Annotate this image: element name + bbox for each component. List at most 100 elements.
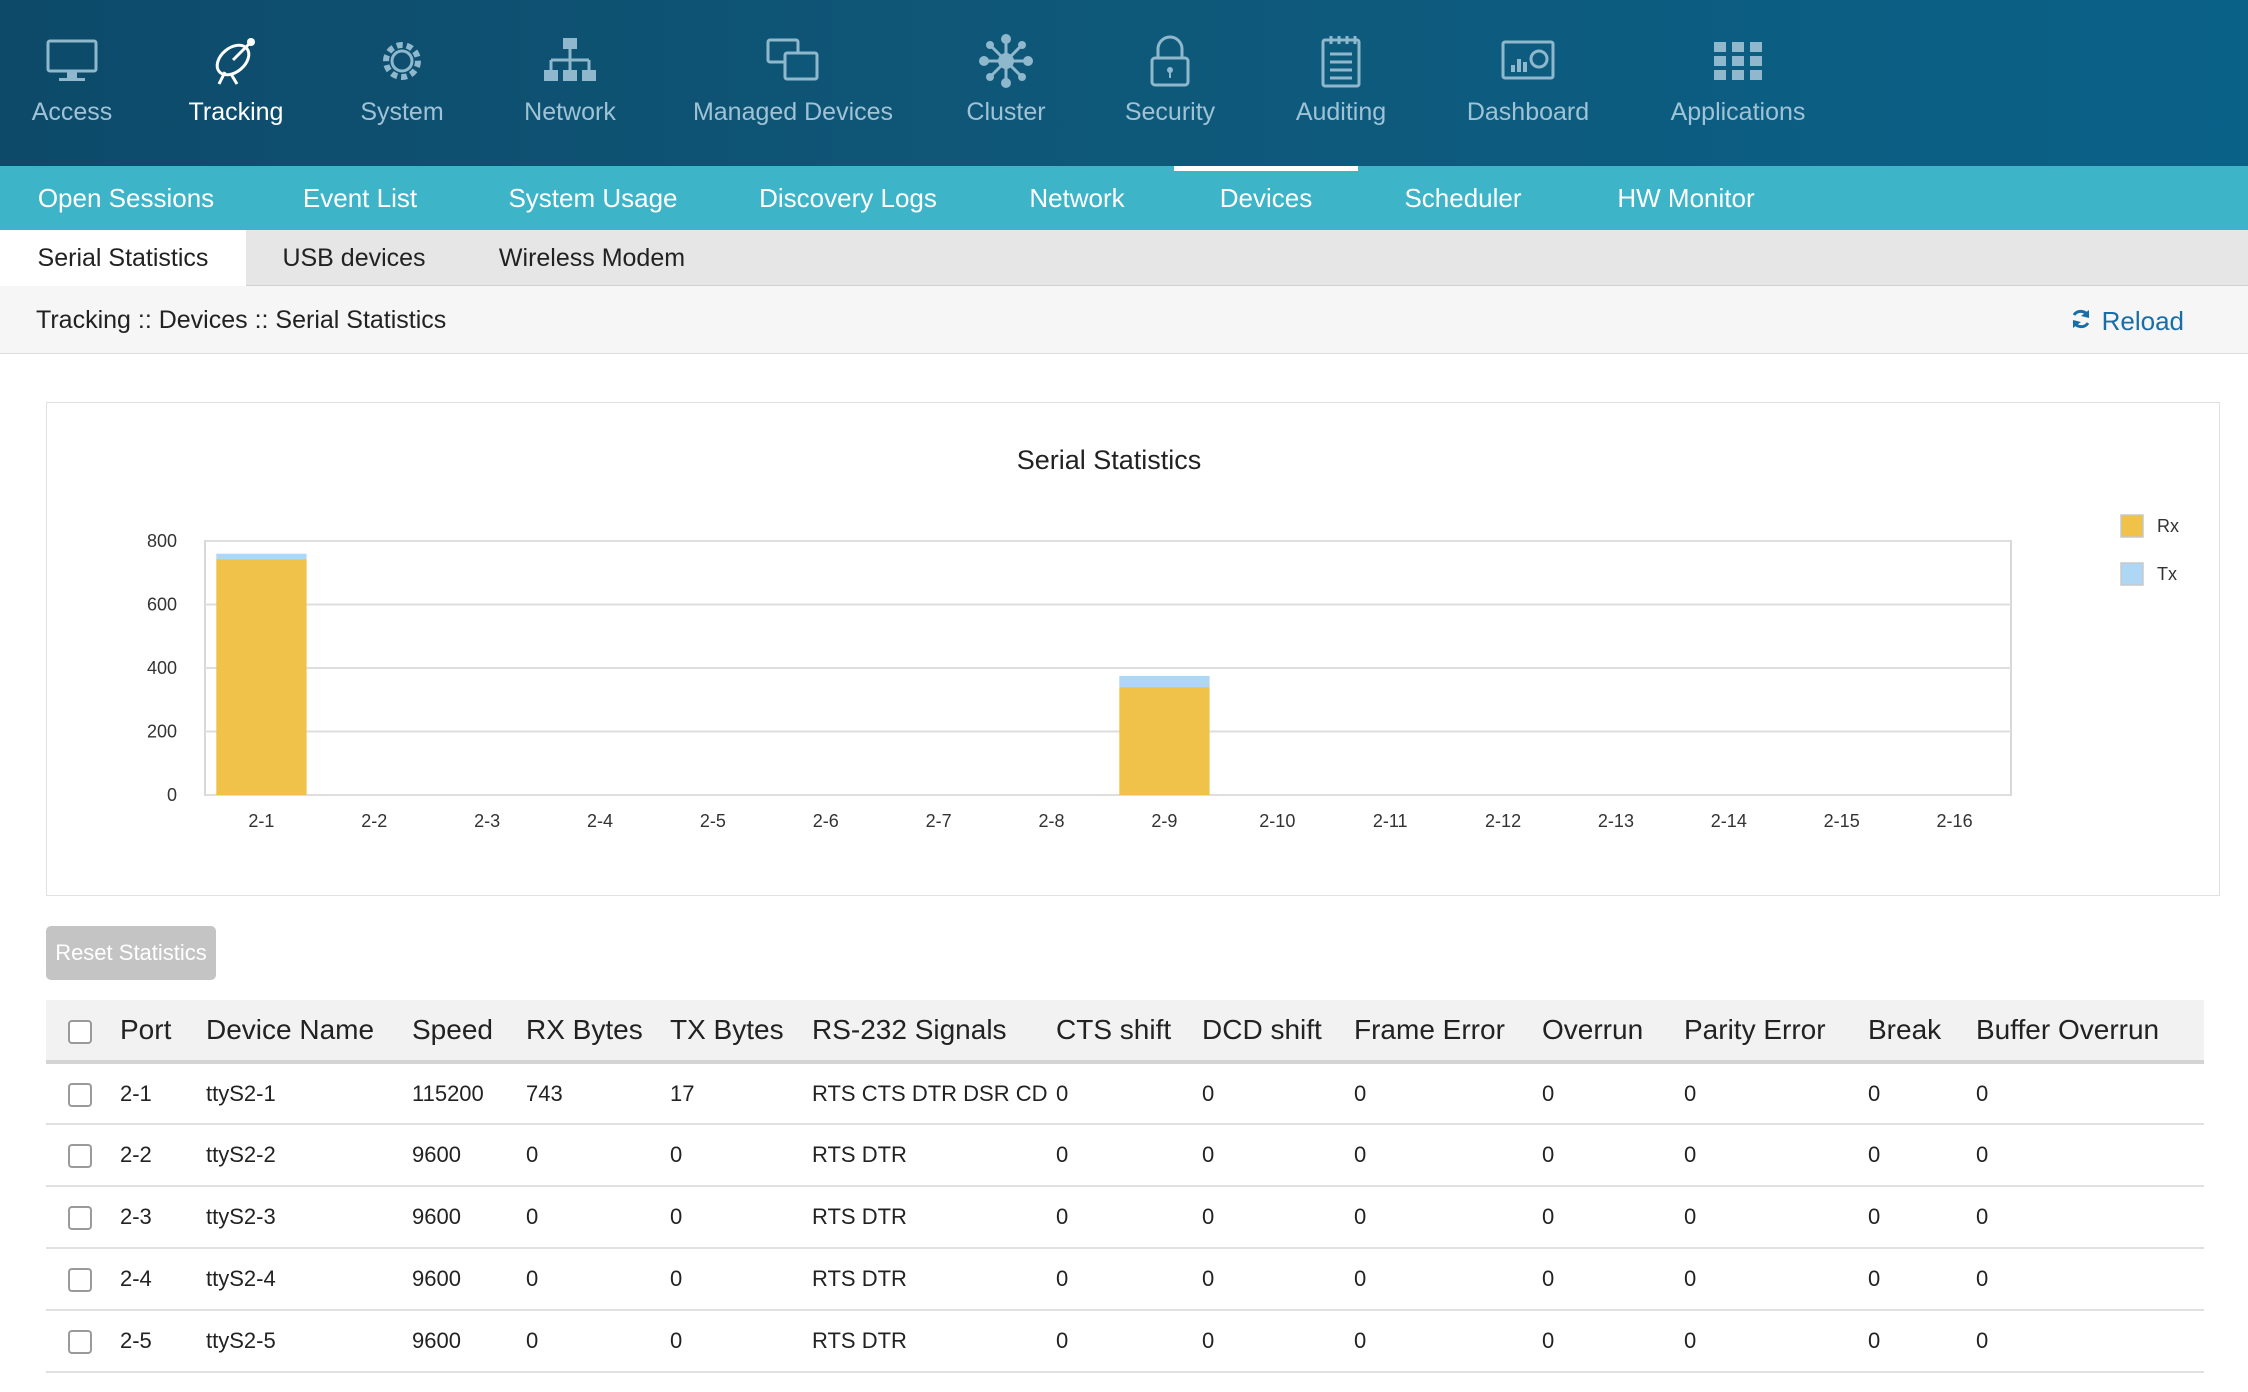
subnav-open-sessions[interactable]: Open Sessions <box>37 182 215 213</box>
subnav-event-list[interactable]: Event List <box>302 182 418 213</box>
table-cell: 0 <box>1684 1124 1868 1187</box>
row-select-cell <box>46 1124 120 1187</box>
subnav-devices[interactable]: Devices <box>1174 166 1358 230</box>
table-row[interactable]: 2-4 ttyS2-4 9600 0 0 RTS DTR 0 0 0 0 0 0 0 <box>46 1248 2204 1311</box>
row-select-cell <box>46 1062 120 1125</box>
table-cell: 0 <box>1542 1310 1684 1373</box>
subnav-scheduler[interactable]: Scheduler <box>1404 182 1522 213</box>
x-tick-label: 2-5 <box>700 811 726 831</box>
x-tick-label: 2-6 <box>813 811 839 831</box>
legend-label-rx[interactable]: Rx <box>2157 516 2179 536</box>
top-nav-cluster[interactable]: Cluster <box>956 0 1056 166</box>
bar-rx-2-9[interactable] <box>1119 687 1210 795</box>
x-tick-label: 2-15 <box>1824 811 1860 831</box>
legend-swatch-rx[interactable] <box>2120 514 2144 538</box>
top-nav-label: Auditing <box>1295 98 1387 126</box>
top-nav-label: Cluster <box>966 98 1046 126</box>
table-cell: 0 <box>1868 1310 1976 1373</box>
x-tick-label: 2-3 <box>474 811 500 831</box>
top-nav-access[interactable]: Access <box>20 0 124 166</box>
table-cell: RTS DTR <box>812 1124 1056 1187</box>
grid-icon <box>1708 34 1768 88</box>
row-checkbox[interactable] <box>68 1082 92 1107</box>
device-tabs: Serial Statistics USB devices Wireless M… <box>0 230 2248 287</box>
chart-title: Serial Statistics <box>1017 445 1202 475</box>
y-tick-label: 400 <box>147 658 177 678</box>
table-cell: 0 <box>670 1310 812 1373</box>
breadcrumb: Tracking :: Devices :: Serial Statistics <box>36 306 447 334</box>
row-select-cell <box>46 1248 120 1311</box>
table-cell: 0 <box>1056 1248 1202 1311</box>
network-tree-icon <box>540 34 600 88</box>
table-cell: 9600 <box>412 1186 526 1249</box>
subnav-network[interactable]: Network <box>1029 182 1125 213</box>
table-cell: 0 <box>1976 1186 2204 1249</box>
row-checkbox[interactable] <box>68 1206 92 1231</box>
top-nav-applications[interactable]: Applications <box>1660 0 1816 166</box>
bar-tx-2-1[interactable] <box>216 553 307 560</box>
column-header[interactable]: Frame Error <box>1354 1000 1542 1064</box>
reload-button[interactable]: Reload <box>2070 306 2184 337</box>
bar-tx-2-9[interactable] <box>1119 675 1210 688</box>
subnav-hw-monitor[interactable]: HW Monitor <box>1617 182 1755 213</box>
table-cell: RTS DTR <box>812 1186 1056 1249</box>
bar-rx-2-1[interactable] <box>216 559 307 795</box>
column-header[interactable]: RX Bytes <box>526 1000 670 1064</box>
gear-icon <box>372 34 432 88</box>
top-nav-security[interactable]: Security <box>1114 0 1226 166</box>
column-header[interactable]: Device Name <box>206 1000 412 1064</box>
row-checkbox[interactable] <box>68 1144 92 1169</box>
row-checkbox[interactable] <box>68 1330 92 1355</box>
legend-swatch-tx[interactable] <box>2120 562 2144 586</box>
top-nav-network[interactable]: Network <box>510 0 630 166</box>
top-nav-tracking[interactable]: Tracking <box>176 0 296 166</box>
table-cell: 0 <box>1202 1186 1354 1249</box>
subnav-discovery-logs[interactable]: Discovery Logs <box>759 182 937 213</box>
column-header[interactable]: RS-232 Signals <box>812 1000 1056 1064</box>
x-tick-label: 2-14 <box>1711 811 1747 831</box>
table-cell: 0 <box>1976 1124 2204 1187</box>
table-cell: ttyS2-3 <box>206 1186 412 1249</box>
table-row[interactable]: 2-2 ttyS2-2 9600 0 0 RTS DTR 0 0 0 0 0 0 0 <box>46 1124 2204 1187</box>
top-nav-system[interactable]: System <box>348 0 456 166</box>
x-tick-label: 2-13 <box>1598 811 1634 831</box>
column-header[interactable]: Buffer Overrun <box>1976 1000 2204 1064</box>
row-select-cell <box>46 1310 120 1373</box>
tab-wireless-modem[interactable]: Wireless Modem <box>498 243 686 272</box>
table-cell: 115200 <box>412 1062 526 1125</box>
row-checkbox[interactable] <box>68 1268 92 1293</box>
top-nav-dashboard[interactable]: Dashboard <box>1462 0 1594 166</box>
table-cell: 0 <box>1202 1248 1354 1311</box>
column-header[interactable]: Break <box>1868 1000 1976 1064</box>
column-header[interactable]: Overrun <box>1542 1000 1684 1064</box>
table-cell: RTS CTS DTR DSR CD <box>812 1062 1056 1125</box>
column-header[interactable]: Speed <box>412 1000 526 1064</box>
column-header[interactable]: DCD shift <box>1202 1000 1354 1064</box>
subnav-system-usage[interactable]: System Usage <box>508 182 678 213</box>
top-nav-label: Security <box>1124 98 1216 126</box>
tab-serial-statistics[interactable]: Serial Statistics <box>0 230 246 287</box>
table-cell: 9600 <box>412 1124 526 1187</box>
table-cell: RTS DTR <box>812 1310 1056 1373</box>
column-header[interactable]: CTS shift <box>1056 1000 1202 1064</box>
top-nav-auditing[interactable]: Auditing <box>1286 0 1396 166</box>
select-all-checkbox[interactable] <box>68 1019 92 1044</box>
table-header-row: Port Device Name Speed RX Bytes TX Bytes… <box>46 1000 2204 1064</box>
column-header[interactable]: TX Bytes <box>670 1000 812 1064</box>
devices-icon <box>763 34 823 88</box>
table-row[interactable]: 2-3 ttyS2-3 9600 0 0 RTS DTR 0 0 0 0 0 0 0 <box>46 1186 2204 1249</box>
legend-label-tx[interactable]: Tx <box>2157 564 2177 584</box>
x-tick-label: 2-9 <box>1151 811 1177 831</box>
top-nav-managed-devices[interactable]: Managed Devices <box>690 0 896 166</box>
table-cell: 0 <box>1056 1310 1202 1373</box>
column-header[interactable]: Port <box>120 1000 206 1064</box>
column-header[interactable]: Parity Error <box>1684 1000 1868 1064</box>
table-cell: 0 <box>1684 1248 1868 1311</box>
table-row[interactable]: 2-5 ttyS2-5 9600 0 0 RTS DTR 0 0 0 0 0 0 0 <box>46 1310 2204 1373</box>
table-cell: ttyS2-5 <box>206 1310 412 1373</box>
x-tick-label: 2-11 <box>1373 811 1408 831</box>
table-row[interactable]: 2-1 ttyS2-1 115200 743 17 RTS CTS DTR DSR CD 0… <box>46 1062 2204 1125</box>
reset-statistics-button[interactable]: Reset Statistics <box>46 926 216 980</box>
tab-usb-devices[interactable]: USB devices <box>282 243 426 272</box>
table-cell: 743 <box>526 1062 670 1125</box>
